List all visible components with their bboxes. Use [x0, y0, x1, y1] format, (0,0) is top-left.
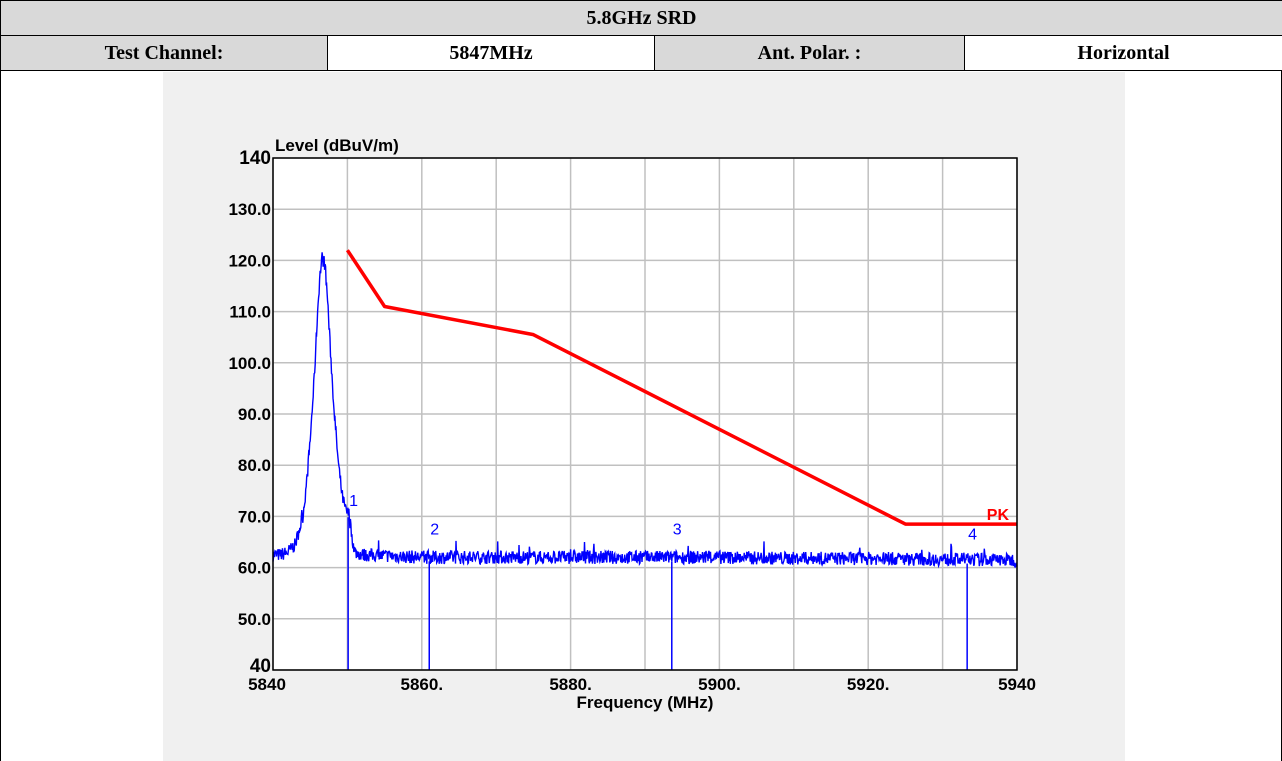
y-tick-label: 80.0 — [238, 456, 271, 475]
y-tick-label: 130.0 — [228, 200, 271, 219]
y-tick-label: 120.0 — [228, 251, 271, 270]
x-tick-labels: 5840 5860. 5880. 5900. 5920. 5940 — [248, 675, 1036, 694]
report-title: 5.8GHz SRD — [0, 0, 1282, 36]
x-tick-label: 5900. — [698, 675, 741, 694]
y-tick-label: 140 — [239, 148, 271, 169]
report-header-table: 5.8GHz SRD Test Channel: 5847MHz Ant. Po… — [0, 0, 1282, 71]
plot-border — [272, 157, 1018, 671]
x-tick-label: 5880. — [549, 675, 592, 694]
marker-layer: 1 2 3 4 — [347, 493, 977, 670]
x-tick-label: 5840 — [248, 675, 286, 694]
limit-line-layer — [345, 249, 1017, 526]
x-tick-label: 5940 — [998, 675, 1036, 694]
test-channel-value: 5847MHz — [327, 35, 655, 71]
marker-label-1: 1 — [349, 493, 358, 510]
y-tick-label: 40 — [250, 656, 271, 677]
limit-label-pk: PK — [987, 507, 1010, 524]
x-axis-label: Frequency (MHz) — [577, 693, 714, 712]
y-tick-labels: 140 130.0 120.0 110.0 100.0 90.0 80.0 70.0 60.0 5… — [228, 148, 271, 677]
x-tick-label: 5860. — [401, 675, 444, 694]
measured-trace — [272, 252, 1018, 569]
ant-polar-value: Horizontal — [964, 35, 1282, 71]
marker-label-2: 2 — [430, 521, 439, 538]
y-tick-label: 50.0 — [238, 610, 271, 629]
y-tick-label: 60.0 — [238, 559, 271, 578]
limit-line-pk — [345, 249, 1017, 526]
info-row: Test Channel: 5847MHz Ant. Polar. : Hori… — [0, 35, 1282, 71]
title-row: 5.8GHz SRD — [0, 0, 1282, 36]
spectrum-chart: 1 2 3 4 140 130.0 120.0 110.0 100.0 90.0 80.0 70.0… — [228, 136, 1036, 712]
y-tick-label: 90.0 — [238, 405, 271, 424]
ant-polar-label: Ant. Polar. : — [654, 35, 965, 71]
marker-label-3: 3 — [673, 521, 682, 538]
x-tick-label: 5920. — [847, 675, 890, 694]
marker-label-4: 4 — [968, 526, 977, 543]
test-channel-label: Test Channel: — [0, 35, 328, 71]
trace-layer — [272, 252, 1018, 569]
y-tick-label: 70.0 — [238, 507, 271, 526]
y-tick-label: 110.0 — [229, 303, 271, 322]
y-tick-label: 100.0 — [228, 354, 271, 373]
y-axis-label: Level (dBuV/m) — [275, 136, 399, 155]
